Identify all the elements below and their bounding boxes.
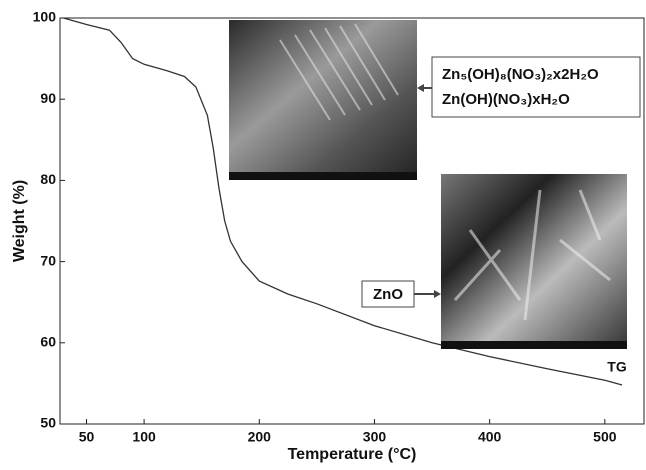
sem-image-precursor xyxy=(229,20,417,180)
x-tick-label: 400 xyxy=(478,429,502,445)
x-axis-label: Temperature (°C) xyxy=(288,446,417,463)
plot-frame xyxy=(59,17,645,425)
arrow-head xyxy=(434,290,441,298)
y-tick-label: 60 xyxy=(40,334,56,350)
sem-image-zno xyxy=(441,174,627,349)
annotation: Zn₅(OH)₈(NO₃)₂x2H₂O xyxy=(442,66,599,83)
x-tick-label: 300 xyxy=(363,429,387,445)
y-tick-label: 90 xyxy=(40,90,56,106)
y-axis-label: Weight (%) xyxy=(11,180,28,262)
annotation: Zn(OH)(NO₃)xH₂O xyxy=(442,91,570,108)
y-tick-label: 100 xyxy=(33,9,57,25)
series-label: TG xyxy=(607,359,627,375)
annotation-box xyxy=(361,280,415,308)
annotation-box xyxy=(431,56,641,118)
x-tick-label: 200 xyxy=(248,429,272,445)
y-tick-label: 80 xyxy=(40,171,56,187)
y-tick-label: 70 xyxy=(40,252,56,268)
x-tick-label: 50 xyxy=(79,429,95,445)
annotation: ZnO xyxy=(373,286,403,303)
y-tick-label: 50 xyxy=(40,415,56,431)
x-tick-label: 100 xyxy=(132,429,156,445)
x-tick-label: 500 xyxy=(593,429,617,445)
arrow-head xyxy=(417,84,424,92)
